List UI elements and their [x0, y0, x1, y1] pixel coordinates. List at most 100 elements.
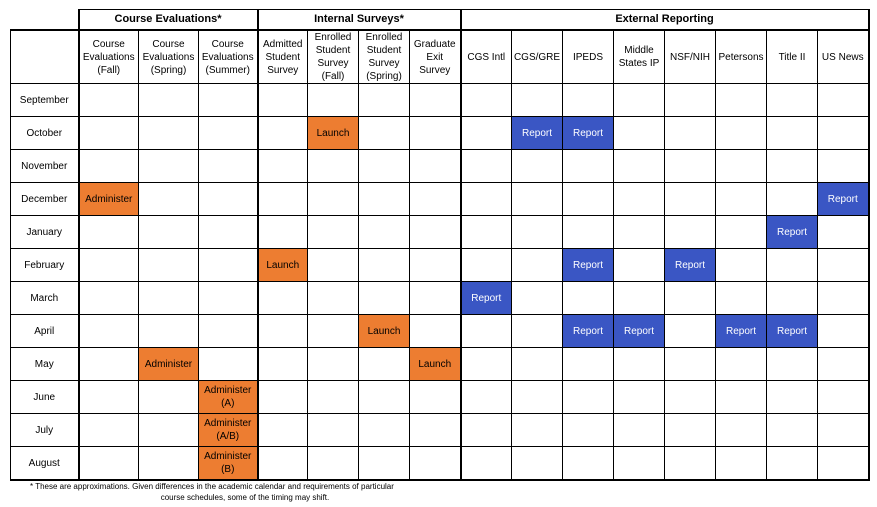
column-header: Petersons	[715, 29, 767, 84]
empty-cell	[459, 248, 512, 282]
empty-cell	[358, 380, 410, 414]
empty-cell	[138, 380, 199, 414]
month-label: September	[10, 83, 80, 117]
empty-cell	[816, 413, 870, 447]
empty-cell	[562, 215, 614, 249]
month-label: January	[10, 215, 80, 249]
table-row: August Administer (B)	[10, 446, 870, 481]
empty-cell	[613, 83, 665, 117]
empty-cell	[77, 413, 139, 447]
empty-cell	[409, 380, 461, 414]
empty-cell	[664, 215, 716, 249]
empty-cell	[715, 83, 767, 117]
empty-cell	[715, 248, 767, 282]
column-header: Graduate Exit Survey	[409, 29, 461, 84]
empty-cell	[511, 446, 563, 481]
empty-cell	[715, 413, 767, 447]
table-row: January Report	[10, 215, 870, 249]
month-label: March	[10, 281, 80, 315]
empty-cell	[766, 83, 818, 117]
empty-cell	[715, 380, 767, 414]
month-label: June	[10, 380, 80, 414]
empty-cell	[816, 248, 870, 282]
empty-cell	[562, 182, 614, 216]
activity-cell: Administer	[138, 347, 199, 381]
empty-cell	[307, 182, 359, 216]
schedule-body: September October Launch Report Report Novemb…	[10, 83, 870, 481]
activity-cell: Launch	[358, 314, 410, 348]
empty-cell	[715, 347, 767, 381]
empty-cell	[511, 149, 563, 183]
month-label: October	[10, 116, 80, 150]
report-cell: Report	[613, 314, 665, 348]
empty-cell	[766, 248, 818, 282]
empty-cell	[138, 446, 199, 481]
empty-cell	[138, 215, 199, 249]
empty-cell	[358, 347, 410, 381]
empty-cell	[613, 149, 665, 183]
schedule-table: Course Evaluations* Internal Surveys* Ex…	[10, 9, 870, 481]
empty-cell	[664, 413, 716, 447]
activity-cell: Administer (A/B)	[198, 413, 258, 447]
empty-cell	[307, 248, 359, 282]
empty-cell	[459, 347, 512, 381]
empty-cell	[459, 149, 512, 183]
report-cell: Report	[766, 215, 818, 249]
empty-cell	[459, 446, 512, 481]
empty-cell	[459, 314, 512, 348]
empty-cell	[664, 446, 716, 481]
empty-cell	[664, 281, 716, 315]
column-header: Course Evaluations (Spring)	[138, 29, 199, 84]
empty-cell	[562, 347, 614, 381]
empty-cell	[256, 314, 308, 348]
report-cell: Report	[562, 314, 614, 348]
column-header: US News	[816, 29, 870, 84]
empty-cell	[409, 149, 461, 183]
column-header: CGS/GRE	[511, 29, 563, 84]
empty-cell	[409, 215, 461, 249]
activity-cell: Launch	[409, 347, 461, 381]
empty-cell	[715, 446, 767, 481]
month-label: December	[10, 182, 80, 216]
empty-cell	[307, 380, 359, 414]
empty-cell	[511, 182, 563, 216]
empty-cell	[138, 248, 199, 282]
empty-cell	[358, 116, 410, 150]
empty-cell	[766, 380, 818, 414]
activity-cell: Administer (A)	[198, 380, 258, 414]
empty-cell	[613, 182, 665, 216]
footnote-line-1: * These are approximations. Given differ…	[30, 482, 394, 491]
empty-cell	[459, 215, 512, 249]
empty-cell	[256, 116, 308, 150]
empty-cell	[77, 248, 139, 282]
empty-cell	[409, 116, 461, 150]
empty-cell	[409, 281, 461, 315]
empty-cell	[613, 413, 665, 447]
report-cell: Report	[562, 116, 614, 150]
empty-cell	[138, 314, 199, 348]
empty-cell	[409, 182, 461, 216]
activity-cell: Administer (B)	[198, 446, 258, 481]
empty-cell	[766, 281, 818, 315]
table-row: December Administer Report	[10, 182, 870, 216]
report-cell: Report	[816, 182, 870, 216]
empty-cell	[358, 215, 410, 249]
empty-cell	[715, 149, 767, 183]
group-course-evaluations: Course Evaluations*	[77, 9, 258, 31]
empty-cell	[256, 347, 308, 381]
empty-cell	[409, 83, 461, 117]
report-cell: Report	[664, 248, 716, 282]
empty-cell	[511, 347, 563, 381]
empty-cell	[715, 215, 767, 249]
empty-cell	[198, 347, 258, 381]
report-cell: Report	[459, 281, 512, 315]
empty-cell	[766, 116, 818, 150]
empty-cell	[511, 215, 563, 249]
table-row: March Report	[10, 281, 870, 315]
group-internal-surveys: Internal Surveys*	[256, 9, 461, 31]
empty-cell	[816, 149, 870, 183]
empty-cell	[77, 215, 139, 249]
empty-cell	[664, 116, 716, 150]
empty-cell	[715, 182, 767, 216]
footnote-line-2: course schedules, some of the timing may…	[160, 493, 330, 502]
